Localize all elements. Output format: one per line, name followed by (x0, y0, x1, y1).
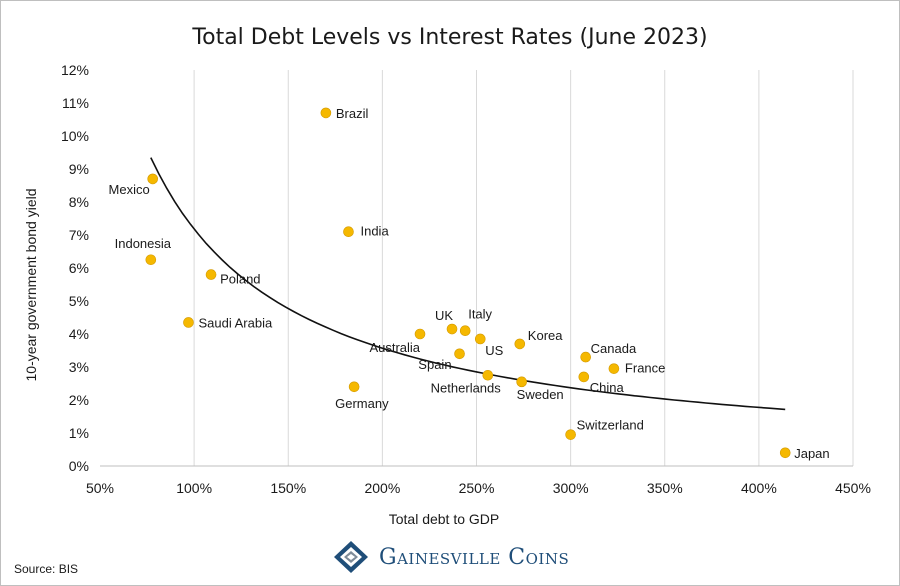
y-tick-label: 2% (69, 392, 89, 408)
data-point-spain (454, 348, 465, 360)
point-label: UK (435, 308, 453, 323)
point-label: Mexico (109, 182, 150, 197)
point-label: Brazil (336, 106, 369, 121)
x-tick-label: 350% (647, 480, 683, 496)
y-tick-label: 3% (69, 359, 89, 375)
x-tick-label: 50% (86, 480, 114, 496)
chart-title: Total Debt Levels vs Interest Rates (Jun… (191, 25, 707, 50)
x-axis-title: Total debt to GDP (389, 511, 500, 527)
point-label: Poland (220, 272, 260, 287)
y-axis-title: 10-year government bond yield (23, 188, 39, 381)
x-tick-labels: 50% 100% 150% 200% 250% 300% 350% 400% 450% (86, 480, 871, 496)
y-tick-label: 7% (69, 227, 89, 243)
brand-name: Gainesville Coins (379, 544, 570, 570)
data-point-sweden (516, 376, 527, 388)
data-point-uk (446, 323, 458, 335)
data-point-us (474, 333, 486, 345)
point-labels: Brazil Mexico India Indonesia Poland Saudi Ar… (109, 106, 830, 461)
data-point-poland (205, 269, 217, 280)
x-tick-label: 250% (459, 480, 495, 496)
data-point-france (608, 363, 620, 374)
x-tick-label: 450% (835, 480, 871, 496)
y-tick-label: 9% (69, 161, 89, 177)
y-tick-label: 4% (69, 326, 89, 342)
y-tick-label: 12% (61, 62, 89, 78)
data-point-mexico (147, 173, 159, 185)
point-label: Italy (468, 307, 492, 322)
data-point-india (343, 226, 354, 237)
data-point-australia (414, 328, 426, 340)
point-label: Spain (418, 357, 451, 372)
point-label: Indonesia (115, 236, 172, 251)
y-tick-label: 6% (69, 260, 89, 276)
point-label: Germany (335, 396, 389, 411)
grid-lines (193, 70, 854, 466)
data-point-china (578, 371, 590, 383)
x-tick-label: 150% (270, 480, 306, 496)
point-label: US (485, 343, 503, 358)
data-point-netherlands (482, 369, 494, 381)
point-label: China (590, 380, 625, 395)
point-label: France (625, 361, 665, 376)
point-label: Saudi Arabia (198, 315, 272, 330)
gainesville-coins-logo-icon (334, 541, 368, 573)
y-tick-label: 1% (69, 425, 89, 441)
data-point-italy (459, 325, 471, 337)
data-point-japan (779, 447, 791, 459)
y-tick-label: 0% (69, 458, 89, 474)
data-point-saudi-arabia (183, 317, 194, 328)
point-label: Canada (591, 341, 637, 356)
point-label: Korea (528, 328, 563, 343)
x-tick-label: 100% (176, 480, 212, 496)
point-label: India (360, 224, 389, 239)
point-label: Sweden (517, 387, 564, 402)
brand-logo: Gainesville Coins (333, 540, 569, 574)
data-point-indonesia (145, 254, 157, 266)
x-tick-label: 200% (364, 480, 400, 496)
y-tick-label: 8% (69, 194, 89, 210)
data-point-korea (514, 338, 526, 350)
point-label: Switzerland (577, 418, 644, 433)
data-point-brazil (320, 107, 332, 119)
y-tick-label: 5% (69, 293, 89, 309)
data-points (145, 107, 791, 459)
y-tick-labels: 0% 1% 2% 3% 4% 5% 6% 7% 8% 9% 10% 11% 12% (61, 62, 89, 474)
data-point-switzerland (565, 429, 576, 440)
trendline (150, 157, 786, 411)
y-tick-label: 10% (61, 128, 89, 144)
y-tick-label: 11% (62, 95, 89, 111)
source-note: Source: BIS (14, 562, 79, 576)
point-label: Australia (369, 340, 420, 355)
x-tick-label: 300% (553, 480, 589, 496)
data-point-germany (348, 381, 360, 393)
point-label: Netherlands (431, 380, 502, 395)
data-point-canada (580, 351, 591, 363)
x-tick-label: 400% (741, 480, 777, 496)
point-label: Japan (794, 446, 829, 461)
